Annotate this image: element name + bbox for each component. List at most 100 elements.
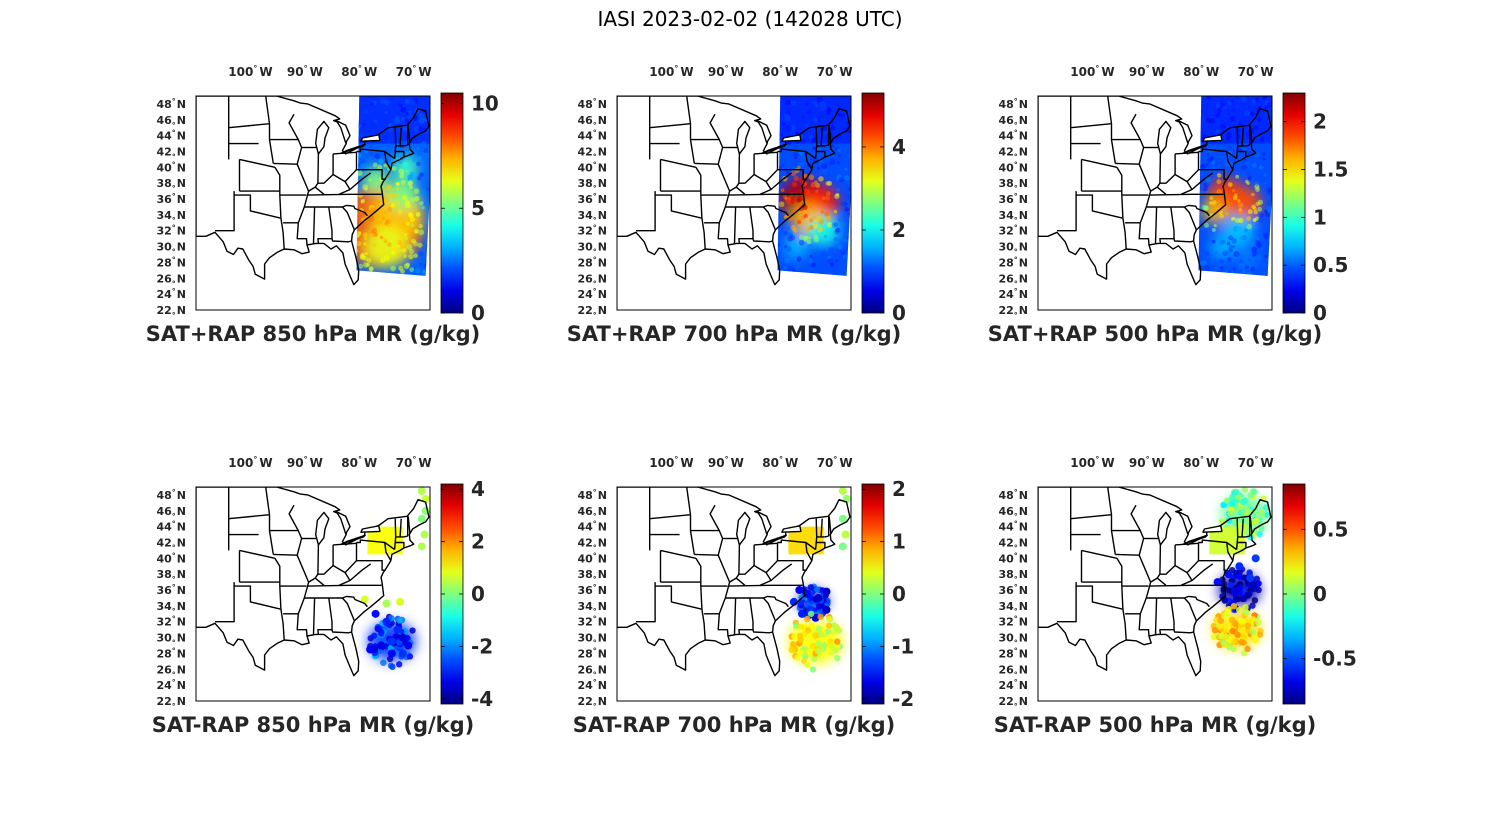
lat-tick-label: 36°N — [156, 192, 186, 206]
lat-tick-label: 42°N — [577, 145, 607, 161]
map-figure: 100° W 90° W 80° W 70° W 48°N 46°N44°N 42°N40°N 38°… — [573, 455, 914, 737]
panel-title: SAT-RAP 500 hPa MR (g/kg) — [994, 713, 1317, 737]
lon-tick-label: 80° W — [1183, 455, 1219, 470]
lon-tick-label: 80° W — [341, 455, 377, 470]
lat-tick-label: 26°N — [156, 663, 186, 679]
lat-tick-label: 34°N — [998, 600, 1028, 616]
lat-tick-label: 30°N — [998, 632, 1028, 648]
state-boundaries — [196, 96, 430, 286]
lat-tick-label: 46°N — [577, 505, 607, 521]
lon-tick-label: 100° W — [228, 64, 272, 79]
map-panel-sat-plus-rap-850: 100° W 90° W 80° W 70° W 48°N 46°N 44°N 42°N 40°N 38°… — [125, 62, 515, 347]
lat-tick-label: 48°N — [577, 97, 607, 111]
lon-tick-label: 80° W — [1183, 64, 1219, 79]
lat-tick-label: 40°N — [998, 160, 1028, 174]
data-overlay — [196, 487, 430, 677]
lat-tick-label: 28°N — [998, 646, 1028, 660]
lat-tick-label: 34°N — [156, 600, 186, 616]
data-overlay — [196, 96, 430, 286]
lat-tick-label: 48°N — [998, 97, 1028, 111]
lat-tick-label: 24°N — [156, 287, 186, 301]
colorbar-tick-label: -0.5 — [1313, 647, 1357, 671]
lat-tick-label: 36°N — [998, 192, 1028, 206]
map-figure: 100° W 90° W 80° W 70° W 48°N 46°N44°N 42°N40°N 38°… — [994, 455, 1357, 737]
lat-tick-label: 34°N — [577, 209, 607, 225]
lat-tick-label: 48°N — [156, 488, 186, 502]
lat-tick-label: 26°N — [998, 272, 1028, 288]
lat-tick-label: 46°N — [156, 505, 186, 521]
lat-tick-label: 44°N — [156, 520, 186, 534]
colorbar-tick-label: 0 — [892, 301, 906, 325]
lat-tick-label: 38°N — [998, 177, 1028, 193]
lat-tick-label: 44°N — [998, 129, 1028, 143]
lat-tick-label: 48°N — [577, 488, 607, 502]
colorbar-tick-label: -2 — [471, 634, 493, 658]
lat-tick-label: 28°N — [577, 255, 607, 269]
lat-tick-label: 26°N — [998, 663, 1028, 679]
lat-tick-label: 22°N — [998, 695, 1028, 711]
colorbar-tick-label: 0 — [892, 582, 906, 606]
colorbar-tick-label: 0 — [471, 582, 485, 606]
lon-tick-label: 80° W — [341, 64, 377, 79]
colorbar-tick-label: 0 — [1313, 301, 1327, 325]
lat-tick-label: 46°N — [998, 505, 1028, 521]
lat-tick-label: 34°N — [577, 600, 607, 616]
colorbar-tick-label: 2 — [892, 477, 906, 501]
map-panel-sat-plus-rap-700: 100° W 90° W 80° W 70° W 48°N 46°N 44°N 42°N 40°N 38°… — [546, 62, 936, 347]
colorbar-tick-label: 2 — [892, 218, 906, 242]
lat-tick-label: 26°N — [577, 663, 607, 679]
lon-tick-label: 70° W — [1238, 455, 1274, 470]
lon-tick-label: 90° W — [1129, 64, 1165, 79]
map-panel-sat-minus-rap-500: 100° W 90° W 80° W 70° W 48°N 46°N 44°N 42°N 40°N 38°… — [967, 453, 1357, 738]
colorbar-tick-label: 4 — [471, 477, 485, 501]
lat-tick-label: 22°N — [577, 304, 607, 320]
colorbar-tick-label: 0.5 — [1313, 253, 1348, 277]
lat-tick-label: 36°N — [577, 583, 607, 597]
lon-tick-label: 90° W — [708, 64, 744, 79]
state-boundaries — [1038, 96, 1272, 286]
lon-tick-label: 100° W — [228, 455, 272, 470]
colorbar-tick-label: 1.5 — [1313, 158, 1348, 182]
panel-title: SAT-RAP 850 hPa MR (g/kg) — [152, 713, 475, 737]
lat-tick-label: 44°N — [577, 520, 607, 534]
map-panel-sat-minus-rap-850: 100° W 90° W 80° W 70° W 48°N 46°N 44°N 42°N 40°N 38°… — [125, 453, 515, 738]
colorbar-tick-label: 1 — [892, 530, 906, 554]
colorbar-tick-label: 0 — [1313, 582, 1327, 606]
map-figure: 100° W 90° W 80° W 70° W 48°N 46°N44°N 42°N40°N 38°… — [152, 455, 493, 737]
lat-tick-label: 30°N — [998, 241, 1028, 257]
lat-tick-label: 42°N — [577, 536, 607, 552]
colorbar-tick-label: 0.5 — [1313, 517, 1348, 541]
lat-tick-label: 48°N — [998, 488, 1028, 502]
lat-tick-label: 28°N — [998, 255, 1028, 269]
lon-tick-label: 70° W — [396, 455, 432, 470]
lon-tick-label: 80° W — [762, 455, 798, 470]
lat-tick-label: 24°N — [577, 678, 607, 692]
lat-tick-label: 40°N — [577, 551, 607, 565]
lat-tick-label: 22°N — [156, 695, 186, 711]
lon-tick-label: 100° W — [649, 455, 693, 470]
colorbar-tick-label: 5 — [471, 196, 485, 220]
lat-tick-label: 32°N — [998, 224, 1028, 238]
colorbar-tick-label: 0 — [471, 301, 485, 325]
lat-tick-label: 44°N — [156, 129, 186, 143]
lat-tick-label: 24°N — [998, 287, 1028, 301]
colorbar-tick-label: 4 — [892, 135, 906, 159]
lat-tick-label: 38°N — [156, 177, 186, 193]
figure-title: IASI 2023-02-02 (142028 UTC) — [597, 7, 903, 31]
lat-tick-label: 32°N — [998, 615, 1028, 629]
panel-title: SAT+RAP 850 hPa MR (g/kg) — [146, 322, 480, 346]
colorbar-tick-label: 1 — [1313, 205, 1327, 229]
lat-tick-label: 42°N — [998, 536, 1028, 552]
lat-tick-label: 30°N — [577, 632, 607, 648]
lon-tick-label: 80° W — [762, 64, 798, 79]
data-overlay — [1038, 487, 1272, 677]
lat-tick-label: 36°N — [577, 192, 607, 206]
lat-tick-label: 40°N — [156, 551, 186, 565]
lon-tick-label: 90° W — [287, 64, 323, 79]
colorbar-tick-label: -2 — [892, 687, 914, 711]
lon-tick-label: 90° W — [287, 455, 323, 470]
colorbar — [440, 92, 464, 314]
lat-tick-label: 22°N — [998, 304, 1028, 320]
lat-tick-label: 22°N — [577, 695, 607, 711]
panel-title: SAT-RAP 700 hPa MR (g/kg) — [573, 713, 896, 737]
